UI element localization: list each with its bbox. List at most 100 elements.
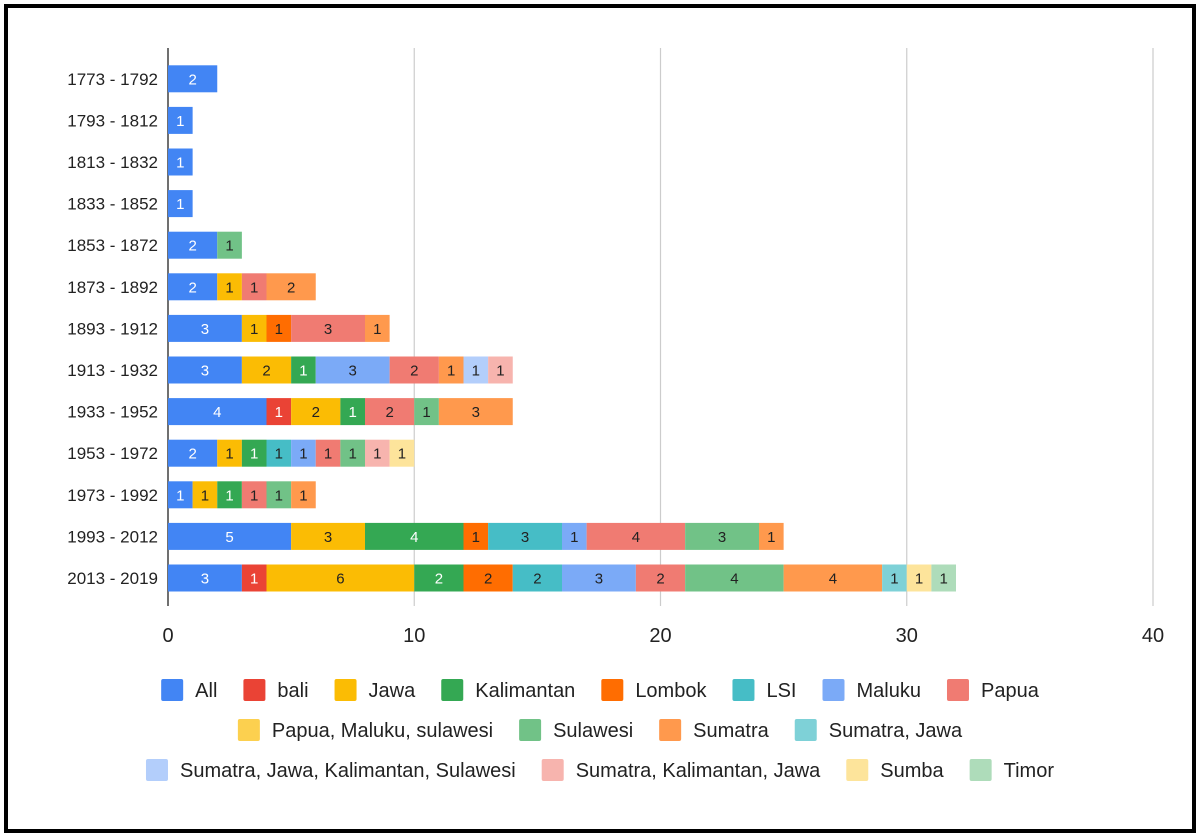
legend-swatch [237, 719, 260, 741]
legend-label: Papua, Maluku, sulawesi [272, 720, 493, 742]
data-label: 1 [398, 446, 406, 463]
data-label: 1 [275, 487, 283, 504]
legend-swatch [541, 759, 564, 781]
bar-all-1973-1992 [168, 481, 193, 509]
bar-bali-2013-2019 [241, 564, 267, 592]
data-label: 1 [299, 487, 307, 504]
data-label: 3 [472, 404, 480, 421]
bar-papua-1873-1892 [241, 273, 267, 301]
legend-swatch [969, 759, 992, 781]
legend-swatch [846, 759, 869, 781]
data-label: 3 [201, 571, 209, 588]
bar-maluku-1993-2012 [562, 522, 587, 550]
category-label: 2013 - 2019 [67, 569, 158, 588]
bar-papua-1933-1952 [365, 398, 415, 426]
data-label: 1 [472, 363, 480, 380]
data-label: 2 [312, 404, 320, 421]
legend-swatch [145, 759, 168, 781]
category-axis-labels: 1773 - 1792 1793 - 1812 1813 - 1832 1833 - … [67, 70, 158, 588]
bar-jawa-1893-1912 [241, 314, 267, 342]
bar-sumatra-2013-2019 [783, 564, 883, 592]
data-label: 1 [422, 404, 430, 421]
category-label: 1893 - 1912 [67, 319, 158, 338]
data-label: 1 [275, 404, 283, 421]
data-label: 3 [718, 529, 726, 546]
legend-item-papua: Papua [946, 679, 1040, 702]
bar-jawa-1953-1972 [217, 439, 242, 467]
bar-jawa-1913-1932 [241, 356, 292, 384]
category-label: 1933 - 1952 [67, 403, 158, 422]
data-label: 4 [730, 571, 738, 588]
category-label: 1873 - 1892 [67, 278, 158, 297]
legend-swatch [822, 679, 845, 701]
legend-item-sumatra-jawa-kalimantan-sulawesi: Sumatra, Jawa, Kalimantan, Sulawesi [145, 759, 516, 782]
legend-swatch [441, 679, 464, 701]
data-label: 3 [595, 571, 603, 588]
legend-item-lombok: Lombok [601, 679, 707, 702]
bar-lombok-1893-1912 [266, 314, 292, 342]
bar-lsi-1993-2012 [488, 522, 562, 550]
bar-jawa-1873-1892 [217, 273, 242, 301]
x-tick-label: 30 [896, 625, 918, 647]
bar-sumatra-1873-1892 [266, 273, 316, 301]
bar-timor-2013-2019 [931, 564, 956, 592]
bar-papua-1973-1992 [241, 481, 267, 509]
bar-kalimantan-2013-2019 [414, 564, 464, 592]
bar-sumatra-1893-1912 [365, 314, 390, 342]
data-label: 3 [324, 321, 332, 338]
data-label: 1 [349, 446, 357, 463]
bar-sumba-2013-2019 [906, 564, 932, 592]
bar-sumatra-1973-1992 [291, 481, 316, 509]
data-label: 3 [324, 529, 332, 546]
bar-all-1913-1932 [168, 356, 242, 384]
data-label: 1 [250, 571, 258, 588]
data-label: 2 [656, 571, 664, 588]
category-label: 1953 - 1972 [67, 444, 158, 463]
bar-all-1953-1972 [168, 439, 218, 467]
bar-sulawesi-1973-1992 [266, 481, 292, 509]
category-label: 1973 - 1992 [67, 486, 158, 505]
legend-item-sumatra-jawa: Sumatra, Jawa [794, 719, 963, 742]
data-label: 2 [385, 404, 393, 421]
data-label: 2 [188, 238, 196, 255]
legend-item-jawa: Jawa [334, 679, 416, 702]
bar-sulawesi-1853-1872 [217, 231, 242, 259]
legend-item-maluku: Maluku [822, 679, 921, 702]
data-label: 2 [533, 571, 541, 588]
legend-swatch [732, 679, 755, 701]
data-label: 2 [287, 279, 295, 296]
bar-sumatra-jawa-2013-2019 [882, 564, 907, 592]
data-label: 1 [324, 446, 332, 463]
bar-lombok-2013-2019 [463, 564, 513, 592]
data-label: 2 [188, 279, 196, 296]
data-label: 1 [299, 446, 307, 463]
legend-swatch [659, 719, 682, 741]
data-label: 1 [373, 321, 381, 338]
legend-label: Kalimantan [475, 680, 575, 702]
legend-item-bali: bali [243, 679, 309, 702]
bar-kalimantan-1973-1992 [217, 481, 242, 509]
value-axis-ticks: 0 10 20 30 40 [162, 625, 1164, 647]
bar-papua-1913-1932 [389, 356, 439, 384]
legend-label: LSI [766, 680, 796, 702]
bar-all-1993-2012 [168, 522, 292, 550]
data-label: 1 [915, 571, 923, 588]
data-label: 3 [349, 363, 357, 380]
data-label: 4 [829, 571, 837, 588]
bar-all-1773-1792 [168, 65, 218, 93]
legend-item-all: All [161, 679, 217, 702]
category-label: 1913 - 1932 [67, 361, 158, 380]
bar-papua-1993-2012 [586, 522, 686, 550]
data-label: 2 [435, 571, 443, 588]
legend-swatch [161, 679, 184, 701]
bar-kalimantan-1933-1952 [340, 398, 365, 426]
bar-sumatra-jawa-kalimantan-sulawesi-1913-1932 [463, 356, 489, 384]
bar-all-1933-1952 [168, 398, 267, 426]
bar-all-1873-1892 [168, 273, 218, 301]
data-label: 2 [188, 446, 196, 463]
data-label: 1 [940, 571, 948, 588]
category-label: 1773 - 1792 [67, 70, 158, 89]
legend-label: Sumatra, Jawa [829, 720, 963, 742]
data-label: 1 [890, 571, 898, 588]
